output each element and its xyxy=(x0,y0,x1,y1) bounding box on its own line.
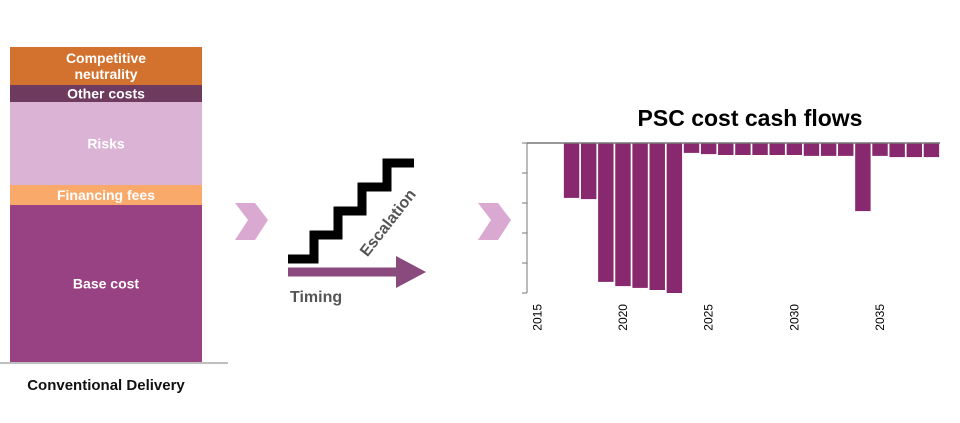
bar xyxy=(923,143,940,158)
timing-arrowhead xyxy=(396,256,426,288)
arrow xyxy=(478,203,511,240)
bar xyxy=(683,143,700,153)
bar xyxy=(889,143,905,158)
bar xyxy=(735,143,751,155)
bar xyxy=(786,143,803,155)
stack-caption: Conventional Delivery xyxy=(27,377,185,394)
x-tick-label: 2035 xyxy=(873,304,887,331)
escalation-label: Escalation xyxy=(357,186,420,260)
chart-title: PSC cost cash flows xyxy=(638,105,863,131)
x-tick-label: 2015 xyxy=(530,304,544,331)
bar xyxy=(563,143,580,198)
bar xyxy=(872,143,888,156)
bar xyxy=(666,143,683,293)
staircase xyxy=(288,158,414,264)
stack-segment xyxy=(10,185,202,205)
bar xyxy=(752,143,768,155)
stack-label: Risks xyxy=(87,136,125,152)
stack-segment xyxy=(10,85,202,102)
bar xyxy=(803,143,820,156)
stack-label: Base cost xyxy=(73,276,139,292)
stack-label: Financing fees xyxy=(57,187,155,203)
stack-label: Competitive neutrality xyxy=(66,50,146,82)
bar xyxy=(718,143,734,155)
arrow xyxy=(235,203,268,240)
x-tick-label: 2025 xyxy=(702,304,716,331)
bar xyxy=(906,143,923,158)
bar xyxy=(615,143,631,287)
stack-segment xyxy=(10,205,202,362)
bar xyxy=(769,143,785,155)
x-tick-label: 2020 xyxy=(616,304,630,331)
bar xyxy=(855,143,871,212)
bar xyxy=(700,143,717,155)
bar xyxy=(598,143,614,282)
bar xyxy=(838,143,854,156)
bar xyxy=(580,143,597,200)
stack-segment xyxy=(10,47,202,85)
stack-label: Other costs xyxy=(67,86,145,102)
bar xyxy=(820,143,837,156)
bar xyxy=(649,143,665,290)
bar xyxy=(632,143,648,288)
x-tick-label: 2030 xyxy=(787,304,801,331)
timing-label: Timing xyxy=(290,289,342,306)
stack-segment xyxy=(10,102,202,185)
